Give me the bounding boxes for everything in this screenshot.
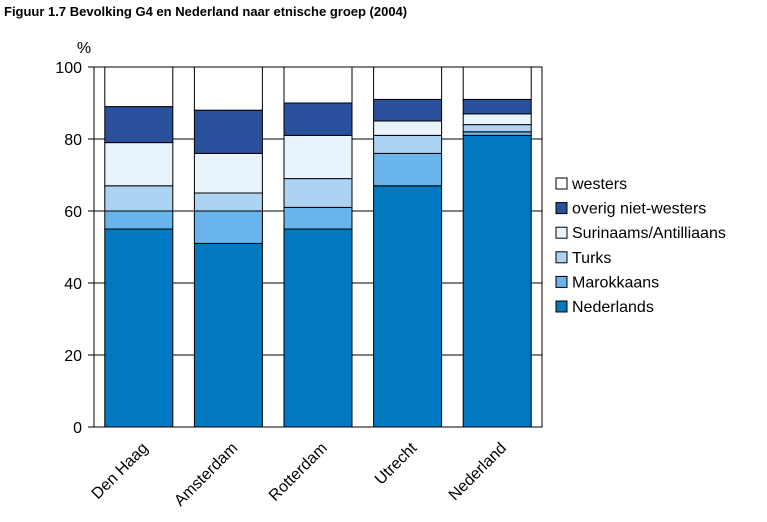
legend-swatch	[555, 202, 568, 215]
legend-swatch	[555, 300, 568, 313]
x-tick-label: Nederland	[446, 440, 510, 504]
bar-segment	[283, 102, 353, 136]
legend-label: Marokkaans	[572, 274, 659, 291]
legend-swatch	[555, 226, 568, 239]
y-tick-label: 100	[55, 60, 82, 77]
bar-segment	[462, 98, 532, 115]
bar-segment	[104, 142, 174, 187]
chart-title: Figuur 1.7 Bevolking G4 en Nederland naa…	[4, 4, 408, 19]
y-axis-unit-label: %	[77, 40, 91, 57]
bar-segment	[193, 66, 263, 111]
y-tick-label: 40	[64, 276, 82, 293]
bar-segment	[193, 152, 263, 194]
bar-segment	[373, 152, 443, 187]
bar-segment	[462, 113, 532, 126]
bar-segment	[462, 66, 532, 100]
legend: westers overig niet-westers Surinaams/Anti…	[555, 176, 726, 316]
bar-segment	[283, 66, 353, 104]
bar-segment	[373, 134, 443, 154]
bar-segment	[193, 192, 263, 212]
bar-segment	[462, 131, 532, 136]
legend-swatch	[555, 251, 568, 264]
bar-segment	[283, 134, 353, 180]
legend-swatch	[555, 275, 568, 288]
bar-segment	[283, 228, 353, 428]
legend-label: Surinaams/Antilliaans	[572, 225, 726, 242]
x-tick-label: Utrecht	[372, 439, 421, 488]
bar-segment	[462, 124, 532, 133]
bar-segment	[104, 210, 174, 230]
y-tick-label: 20	[64, 348, 82, 365]
y-tick-label: 80	[64, 132, 82, 149]
bar-segment	[373, 185, 443, 428]
bar-segment	[193, 109, 263, 154]
legend-label: westers	[571, 176, 627, 193]
bar-segment	[104, 106, 174, 144]
y-tick-label: 0	[73, 420, 82, 437]
y-tick-label: 60	[64, 204, 82, 221]
legend-label: Nederlands	[572, 299, 654, 316]
legend-label: overig niet-westers	[572, 201, 706, 218]
bar-segment	[373, 120, 443, 136]
y-axis-ticks: 0 20 40 60 80 100	[55, 60, 94, 437]
bars	[104, 66, 532, 428]
legend-label: Turks	[572, 250, 611, 267]
x-tick-label: Den Haag	[89, 440, 152, 503]
bar-segment	[462, 134, 532, 428]
bar-segment	[283, 178, 353, 208]
x-tick-label: Rotterdam	[266, 440, 331, 505]
bar-segment	[104, 66, 174, 108]
x-axis-labels: Den Haag Amsterdam Rotterdam Utrecht Nederla…	[89, 439, 510, 509]
bar-segment	[373, 66, 443, 100]
legend-swatch	[555, 177, 568, 190]
bar-segment	[193, 210, 263, 244]
bar-segment	[104, 185, 174, 212]
bar-segment	[193, 242, 263, 428]
plot-frame	[93, 66, 543, 428]
bar-segment	[373, 98, 443, 122]
bar-segment	[104, 228, 174, 428]
bar-segment	[283, 206, 353, 230]
x-tick-label: Amsterdam	[171, 440, 241, 510]
